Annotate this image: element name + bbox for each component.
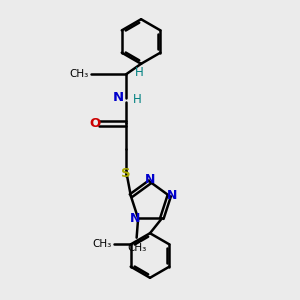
Text: S: S (122, 167, 131, 180)
Text: H: H (135, 66, 144, 79)
Text: N: N (145, 173, 155, 186)
Text: H: H (133, 93, 142, 106)
Text: O: O (89, 117, 100, 130)
Text: CH₃: CH₃ (69, 69, 88, 79)
Text: N: N (167, 189, 177, 202)
Text: CH₃: CH₃ (92, 239, 111, 249)
Text: N: N (113, 92, 124, 104)
Text: CH₃: CH₃ (127, 243, 146, 253)
Text: N: N (130, 212, 140, 225)
